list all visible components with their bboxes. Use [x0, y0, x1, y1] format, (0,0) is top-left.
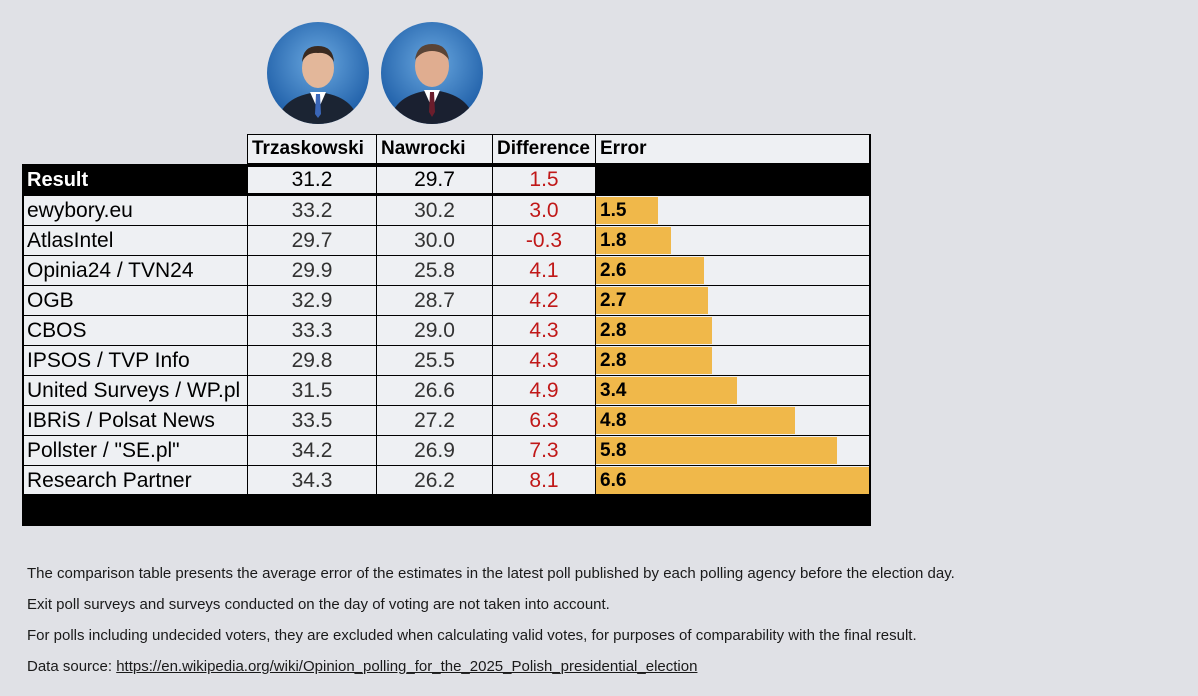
nawrocki-value: 26.9	[376, 436, 493, 466]
error-label: 6.6	[600, 469, 627, 491]
trzaskowski-value: 29.8	[247, 346, 377, 376]
error-label: 3.4	[600, 379, 627, 401]
error-cell: 2.8	[595, 346, 871, 376]
header-trzaskowski: Trzaskowski	[247, 134, 377, 164]
nawrocki-portrait	[381, 22, 483, 124]
error-bar	[596, 257, 704, 284]
error-cell: 1.8	[595, 226, 871, 256]
pollster-name: ewybory.eu	[22, 196, 248, 226]
error-label: 1.8	[600, 229, 627, 251]
nawrocki-value: 26.6	[376, 376, 493, 406]
right-border	[869, 134, 871, 494]
trzaskowski-value: 29.9	[247, 256, 377, 286]
error-cell: 2.8	[595, 316, 871, 346]
candidate-portrait-icon	[381, 22, 483, 124]
error-cell: 3.4	[595, 376, 871, 406]
trzaskowski-value: 33.5	[247, 406, 377, 436]
nawrocki-value: 25.5	[376, 346, 493, 376]
source-label: Data source:	[27, 658, 117, 675]
pollster-name: Opinia24 / TVN24	[22, 256, 248, 286]
trzaskowski-value: 33.3	[247, 316, 377, 346]
note-line-1: The comparison table presents the averag…	[27, 565, 955, 582]
trzaskowski-value: 32.9	[247, 286, 377, 316]
error-bar	[596, 407, 795, 434]
trzaskowski-portrait	[267, 22, 369, 124]
error-cell: 6.6	[595, 466, 871, 496]
difference-value: 4.1	[492, 256, 596, 286]
error-label: 2.7	[600, 289, 627, 311]
error-cell: 2.7	[595, 286, 871, 316]
error-cell: 1.5	[595, 196, 871, 226]
error-cell: 2.6	[595, 256, 871, 286]
error-bar	[596, 197, 658, 224]
left-border	[22, 194, 24, 494]
trzaskowski-value: 34.2	[247, 436, 377, 466]
nawrocki-value: 28.7	[376, 286, 493, 316]
note-source: Data source: https://en.wikipedia.org/wi…	[27, 655, 955, 686]
pollster-name: Research Partner	[22, 466, 248, 496]
nawrocki-value: 27.2	[376, 406, 493, 436]
candidate-portrait-icon	[267, 22, 369, 124]
error-bar	[596, 287, 708, 314]
nawrocki-value: 26.2	[376, 466, 493, 496]
pollster-name: United Surveys / WP.pl	[22, 376, 248, 406]
table-footer-bar	[22, 494, 871, 526]
difference-value: 4.3	[492, 316, 596, 346]
difference-value: 8.1	[492, 466, 596, 496]
error-cell: 5.8	[595, 436, 871, 466]
result-label: Result	[22, 164, 248, 196]
footnotes: The comparison table presents the averag…	[27, 562, 955, 686]
difference-value: 4.9	[492, 376, 596, 406]
error-label: 4.8	[600, 409, 627, 431]
result-error-blank	[595, 164, 871, 196]
error-label: 5.8	[600, 439, 627, 461]
error-label: 2.8	[600, 319, 627, 341]
error-bar	[596, 227, 671, 254]
error-bar	[596, 437, 837, 464]
error-bar	[596, 467, 870, 494]
result-nawrocki: 29.7	[376, 164, 493, 196]
error-label: 2.8	[600, 349, 627, 371]
trzaskowski-value: 29.7	[247, 226, 377, 256]
pollster-name: OGB	[22, 286, 248, 316]
error-cell: 4.8	[595, 406, 871, 436]
result-trzaskowski: 31.2	[247, 164, 377, 196]
error-label: 1.5	[600, 199, 627, 221]
trzaskowski-value: 33.2	[247, 196, 377, 226]
trzaskowski-value: 34.3	[247, 466, 377, 496]
difference-value: 4.3	[492, 346, 596, 376]
header-difference: Difference	[492, 134, 596, 164]
nawrocki-value: 30.0	[376, 226, 493, 256]
difference-value: 4.2	[492, 286, 596, 316]
error-bar	[596, 377, 737, 404]
error-bar	[596, 317, 712, 344]
difference-value: 7.3	[492, 436, 596, 466]
difference-value: 3.0	[492, 196, 596, 226]
note-line-2: Exit poll surveys and surveys conducted …	[27, 596, 610, 613]
note-line-3: For polls including undecided voters, th…	[27, 627, 917, 644]
header-error: Error	[595, 134, 871, 164]
trzaskowski-value: 31.5	[247, 376, 377, 406]
pollster-name: CBOS	[22, 316, 248, 346]
difference-value: -0.3	[492, 226, 596, 256]
header-nawrocki: Nawrocki	[376, 134, 493, 164]
result-difference: 1.5	[492, 164, 596, 196]
pollster-name: Pollster / "SE.pl"	[22, 436, 248, 466]
poll-comparison-table: Trzaskowski Nawrocki Difference Error Re…	[22, 134, 871, 526]
error-label: 2.6	[600, 259, 627, 281]
error-bar	[596, 347, 712, 374]
source-link[interactable]: https://en.wikipedia.org/wiki/Opinion_po…	[116, 658, 698, 675]
difference-value: 6.3	[492, 406, 596, 436]
nawrocki-value: 30.2	[376, 196, 493, 226]
pollster-name: IPSOS / TVP Info	[22, 346, 248, 376]
nawrocki-value: 25.8	[376, 256, 493, 286]
pollster-name: IBRiS / Polsat News	[22, 406, 248, 436]
nawrocki-value: 29.0	[376, 316, 493, 346]
pollster-name: AtlasIntel	[22, 226, 248, 256]
